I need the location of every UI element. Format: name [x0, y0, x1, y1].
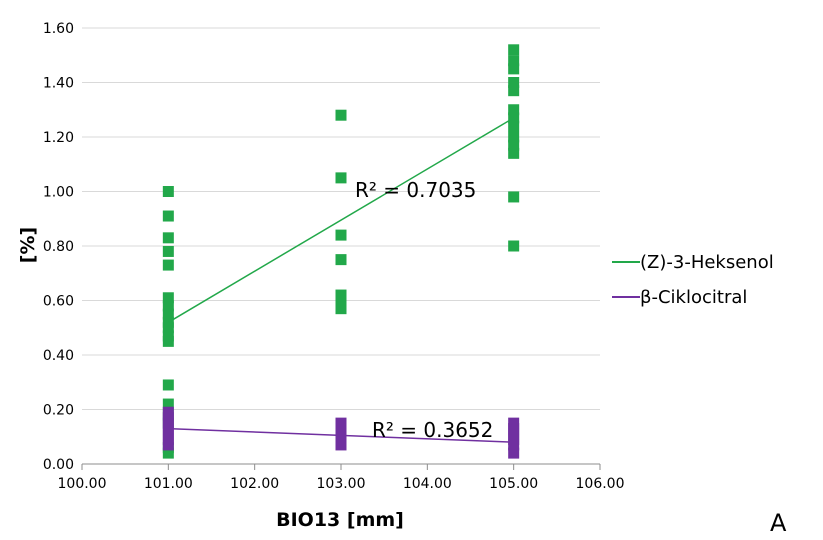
data-point-series-1 [508, 77, 520, 88]
y-tick-labels: 0.00 0.20 0.40 0.60 0.80 1.00 1.20 1.40 1.60 [43, 21, 74, 473]
x-tick-label: 105.00 [489, 476, 538, 492]
data-point-series-1 [162, 300, 174, 312]
y-tick-label: 1.40 [43, 76, 74, 92]
r2-label-series-2: R² = 0.3652 [372, 418, 493, 442]
data-point-series-2 [162, 439, 174, 451]
y-tick-label: 1.20 [43, 130, 74, 146]
legend: (Z)-3-Heksenol β-Ciklocitral [612, 252, 774, 308]
x-tick-label: 104.00 [403, 476, 452, 492]
data-point-series-1 [162, 186, 174, 197]
data-point-series-1 [508, 139, 520, 151]
x-axis-title: BIO13 [mm] [276, 509, 404, 531]
x-tick-label: 101.00 [144, 476, 193, 492]
y-tick-label: 0.40 [43, 348, 74, 364]
legend-label-series-1: (Z)-3-Heksenol [640, 252, 774, 273]
data-point-series-1 [508, 131, 520, 143]
data-point-series-1 [335, 303, 347, 315]
data-point-series-1 [162, 447, 174, 459]
data-point-series-2 [508, 439, 520, 451]
y-tick-label: 0.20 [43, 403, 74, 419]
data-point-series-1 [508, 147, 520, 159]
data-point-series-1 [508, 44, 520, 56]
x-tick-label: 106.00 [576, 476, 625, 492]
y-tick-label: 1.00 [43, 185, 74, 201]
data-point-series-1 [508, 191, 520, 203]
data-point-series-1 [162, 232, 174, 244]
data-point-series-1 [508, 55, 520, 67]
trendline-series-1 [167, 117, 515, 323]
data-point-series-1 [335, 289, 347, 301]
data-point-series-1 [162, 308, 174, 320]
x-tick-labels: 100.00 101.00 102.00 103.00 104.00 105.00 106.… [58, 476, 625, 492]
data-point-series-1 [335, 172, 347, 184]
trendlines [167, 117, 515, 443]
data-point-series-1 [162, 292, 174, 304]
data-point-series-2 [508, 447, 520, 459]
data-point-series-1 [162, 335, 174, 347]
x-tick-label: 102.00 [230, 476, 279, 492]
y-tick-label: 0.00 [43, 457, 74, 473]
data-point-series-1 [508, 104, 520, 116]
data-point-series-1 [162, 210, 174, 222]
data-point-series-2 [335, 439, 347, 451]
x-tick-label: 100.00 [58, 476, 107, 492]
y-tick-label: 0.60 [43, 294, 74, 310]
data-point-series-1 [508, 63, 520, 75]
y-axis-title: [%] [17, 227, 39, 263]
data-point-series-1 [162, 379, 174, 391]
data-point-series-1 [162, 322, 174, 334]
data-point-series-1 [162, 398, 174, 410]
data-point-series-1 [335, 229, 347, 241]
data-point-series-1 [162, 259, 174, 271]
axes [81, 463, 601, 470]
r2-label-series-1: R² = 0.7035 [355, 178, 476, 202]
trendline-series-2 [168, 427, 514, 443]
data-point-series-1 [508, 120, 520, 132]
y-tick-label: 1.60 [43, 21, 74, 37]
data-point-series-1 [162, 245, 174, 257]
legend-label-series-2: β-Ciklocitral [640, 287, 747, 308]
data-point-series-1 [335, 109, 347, 121]
y-tick-label: 0.80 [43, 239, 74, 255]
panel-label: A [770, 509, 787, 537]
data-point-series-1 [335, 254, 347, 266]
data-point-series-1 [508, 85, 520, 97]
x-tick-label: 103.00 [317, 476, 366, 492]
data-point-series-1 [508, 240, 520, 252]
